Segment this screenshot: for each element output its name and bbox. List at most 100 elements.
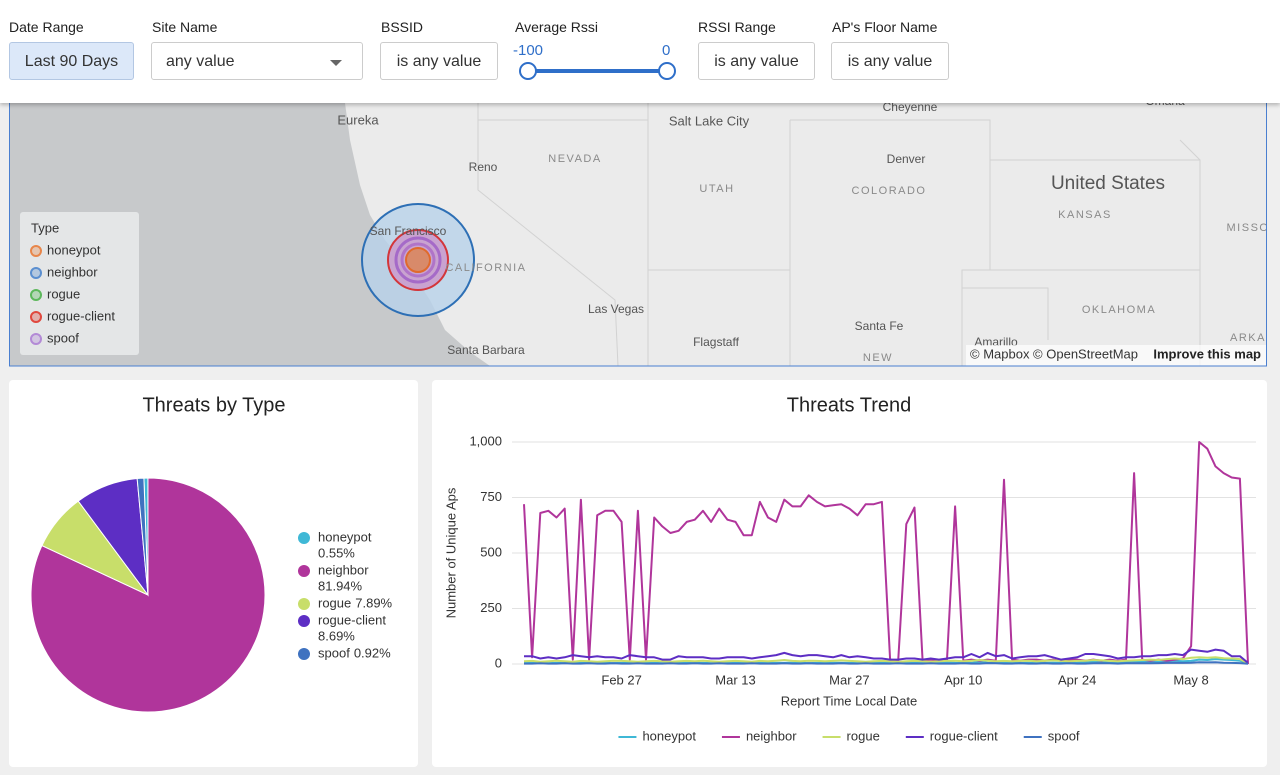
map-place: CALIFORNIA [445, 262, 526, 274]
slider-track [528, 69, 667, 73]
slider-handle[interactable] [658, 62, 676, 80]
legend-value: 0.55% [318, 545, 355, 560]
attribution: © Mapbox © OpenStreetMap [970, 346, 1138, 361]
legend-swatch [30, 245, 42, 257]
legend-label: spoof [1048, 728, 1080, 743]
map-place: MISSO [1227, 222, 1270, 234]
map-place: OKLAHOMA [1082, 304, 1156, 316]
line-series [524, 648, 1249, 664]
marker-spoof [400, 242, 436, 278]
map-markers [361, 203, 475, 317]
x-axis-label: Report Time Local Date [781, 693, 918, 708]
y-tick-label: 250 [480, 600, 502, 615]
x-tick-label: Apr 10 [944, 672, 982, 687]
map-place: Denver [887, 152, 926, 166]
map-place: COLORADO [852, 185, 927, 197]
x-tick-label: Mar 13 [715, 672, 755, 687]
legend-label: honeypot [642, 728, 696, 743]
filter-label: BSSID [381, 19, 424, 35]
map-place: UTAH [699, 183, 734, 195]
attribution-bg [966, 345, 1266, 366]
legend-swatch [30, 333, 42, 345]
map-place: Las Vegas [588, 302, 644, 316]
map-place: Flagstaff [693, 335, 739, 349]
map-legend [20, 212, 139, 355]
map-places: Eureka Reno NEVADA Salt Lake City UTAH Cheyen… [337, 94, 1270, 364]
pie-slice [136, 477, 149, 596]
legend-swatch [298, 615, 310, 627]
marker-spoof [394, 236, 442, 284]
map-place: Reno [469, 160, 498, 174]
legend-swatch [298, 532, 310, 544]
legend-value: 7.89% [355, 595, 392, 610]
improve-map-link[interactable]: Improve this map [1153, 346, 1261, 361]
legend-label: rogue-client [930, 728, 998, 743]
filter-dropdown[interactable]: any value [151, 42, 363, 80]
legend-value: 81.94% [318, 578, 363, 593]
line-series [524, 661, 1249, 665]
map-place: Cheyenne [883, 100, 938, 114]
filter-value[interactable]: Last 90 Days [9, 42, 134, 80]
map-legend-title: Type [31, 220, 59, 235]
y-tick-label: 500 [480, 544, 502, 559]
y-tick-label: 0 [495, 655, 502, 670]
map-place: Santa Fe [855, 319, 904, 333]
filter-value[interactable]: is any value [698, 42, 815, 80]
y-tick-label: 750 [480, 489, 502, 504]
legend-swatch [298, 648, 310, 660]
legend-label: rogue [47, 286, 80, 301]
legend-label: rogue-client [47, 308, 115, 323]
x-tick-label: May 8 [1173, 672, 1208, 687]
filter-value[interactable]: is any value [380, 42, 498, 80]
y-axis-label: Number of Unique Aps [443, 487, 458, 618]
marker-honeypot [405, 247, 431, 273]
legend-label: honeypot [318, 529, 372, 544]
legend-swatch [30, 311, 42, 323]
chart-title: Threats Trend [787, 394, 912, 416]
x-tick-label: Apr 24 [1058, 672, 1096, 687]
y-tick-label: 1,000 [469, 433, 502, 448]
legend-label: honeypot [47, 242, 101, 257]
legend-value: 0.92% [354, 645, 391, 660]
map-place: NEVADA [548, 153, 601, 165]
map-place: KANSAS [1058, 209, 1112, 221]
legend-label: neighbor [47, 264, 98, 279]
chart-title: Threats by Type [142, 394, 285, 416]
legend-label: rogue [318, 595, 351, 610]
x-tick-label: Mar 27 [829, 672, 869, 687]
map-place: Salt Lake City [669, 113, 750, 128]
legend-swatch [30, 289, 42, 301]
map-place: ARKA [1230, 332, 1266, 344]
legend-label: neighbor [318, 562, 369, 577]
slider-min: -100 [513, 42, 544, 59]
filter-value[interactable]: is any value [831, 42, 949, 80]
map-place: United States [1051, 173, 1165, 194]
map-legend-items: honeypot neighbor rogue rogue-client spoof [30, 242, 115, 345]
filter-value: any value [166, 53, 235, 70]
filter-label: RSSI Range [698, 19, 776, 35]
dropdown-arrow [330, 60, 342, 66]
filter-bar: Date Range Last 90 Days Site Name any va… [0, 0, 1280, 103]
filter-label: Site Name [152, 19, 218, 35]
map-place: Eureka [337, 112, 379, 127]
line-series [523, 441, 1249, 665]
filter-label: Average Rssi [515, 19, 599, 35]
legend-swatch [298, 598, 310, 610]
map-place: San Francisco [370, 224, 447, 238]
map-place: NEW [863, 352, 893, 364]
legend-swatch [298, 565, 310, 577]
legend-label: rogue [847, 728, 880, 743]
legend-label: neighbor [746, 728, 797, 743]
legend-swatch [30, 267, 42, 279]
slider-handle[interactable] [519, 62, 537, 80]
legend-label: rogue-client [318, 612, 386, 627]
line-card [432, 380, 1267, 767]
line-series [523, 656, 1249, 665]
map-place: Santa Barbara [447, 343, 525, 357]
slider-max: 0 [662, 42, 671, 59]
x-tick-label: Feb 27 [601, 672, 641, 687]
legend-value: 8.69% [318, 628, 355, 643]
legend-label: spoof [318, 645, 350, 660]
